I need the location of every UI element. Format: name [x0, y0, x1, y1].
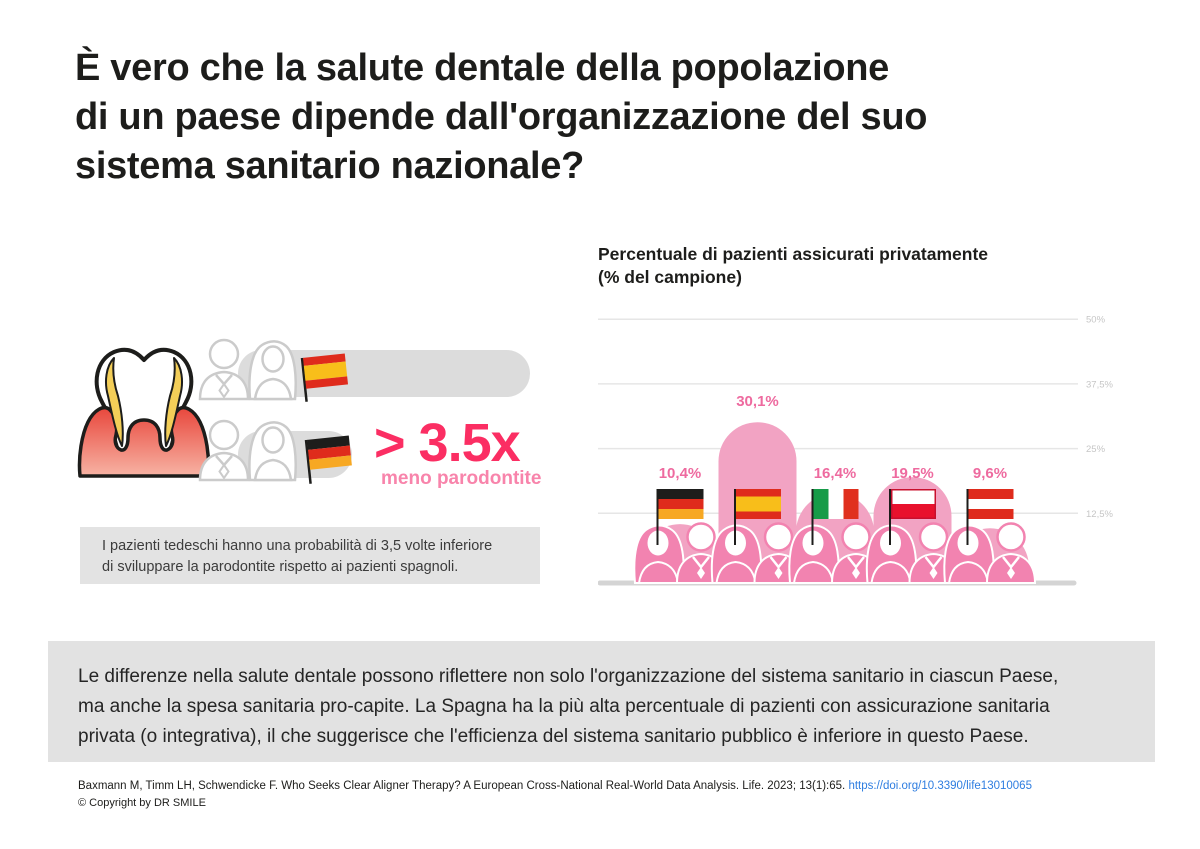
- y-tick-label: 25%: [1086, 444, 1106, 455]
- comparison-row-spain: [198, 338, 530, 402]
- chart-title-line: (% del campione): [598, 267, 742, 287]
- multiplier-caption: meno parodontite: [381, 468, 542, 489]
- tooth-periodontitis-icon: [77, 347, 211, 478]
- comparison-row-germany: [198, 419, 352, 484]
- page-title: È vero che la salute dentale della popol…: [75, 44, 927, 191]
- page-title-line: È vero che la salute dentale della popol…: [75, 47, 889, 89]
- y-tick-label: 37,5%: [1086, 379, 1113, 390]
- bar-value-label: 30,1%: [736, 393, 779, 410]
- es-flag-icon: [734, 489, 781, 545]
- y-tick-label: 50%: [1086, 315, 1106, 326]
- citation: Baxmann M, Timm LH, Schwendicke F. Who S…: [78, 778, 1188, 794]
- comparison-caption-box: I pazienti tedeschi hanno una probabilit…: [80, 527, 540, 584]
- bar-value-label: 16,4%: [814, 465, 857, 482]
- summary-box: Le differenze nella salute dentale posso…: [48, 641, 1155, 762]
- caption-line: I pazienti tedeschi hanno una probabilit…: [102, 538, 493, 554]
- pl-flag-icon: [889, 488, 937, 545]
- multiplier-value: > 3.5x: [374, 413, 521, 473]
- de-flag-icon: [656, 489, 704, 545]
- chart-title-line: Percentuale di pazienti assicurati priva…: [598, 244, 989, 264]
- summary-line: privata (o integrativa), il che suggeris…: [78, 726, 1029, 747]
- citation-text: Baxmann M, Timm LH, Schwendicke F. Who S…: [78, 780, 846, 792]
- caption-line: di sviluppare la parodontite rispetto ai…: [102, 559, 459, 575]
- germany-flag-icon: [304, 435, 352, 484]
- chart-value-labels: 10,4% 30,1% 16,4% 19,5% 9,6%: [659, 393, 1007, 482]
- chart-flags: [656, 488, 1014, 545]
- bar-value-label: 9,6%: [973, 465, 1007, 482]
- spain-flag-icon: [300, 353, 349, 402]
- bar-value-label: 10,4%: [659, 465, 702, 482]
- it-flag-icon: [811, 489, 859, 545]
- periodontitis-comparison-illustration: [77, 338, 530, 484]
- at-flag-icon: [966, 489, 1014, 545]
- footer: Baxmann M, Timm LH, Schwendicke F. Who S…: [78, 778, 1188, 811]
- insured-patients-bar-chart: 50% 37,5% 25% 12,5% 10,4% 30,1% 16,4% 19,5% 9,6…: [598, 315, 1113, 586]
- summary-line: Le differenze nella salute dentale posso…: [78, 666, 1059, 687]
- doi-link[interactable]: https://doi.org/10.3390/life13010065: [848, 780, 1032, 792]
- bar-value-label: 19,5%: [891, 465, 934, 482]
- copyright-text: © Copyright by DR SMILE: [78, 797, 206, 809]
- summary-line: ma anche la spesa sanitaria pro-capite. …: [78, 696, 1050, 717]
- y-tick-label: 12,5%: [1086, 509, 1113, 520]
- page-title-line: di un paese dipende dall'organizzazione …: [75, 96, 928, 138]
- page-title-line: sistema sanitario nazionale?: [75, 145, 584, 187]
- chart-title: Percentuale di pazienti assicurati priva…: [598, 243, 988, 289]
